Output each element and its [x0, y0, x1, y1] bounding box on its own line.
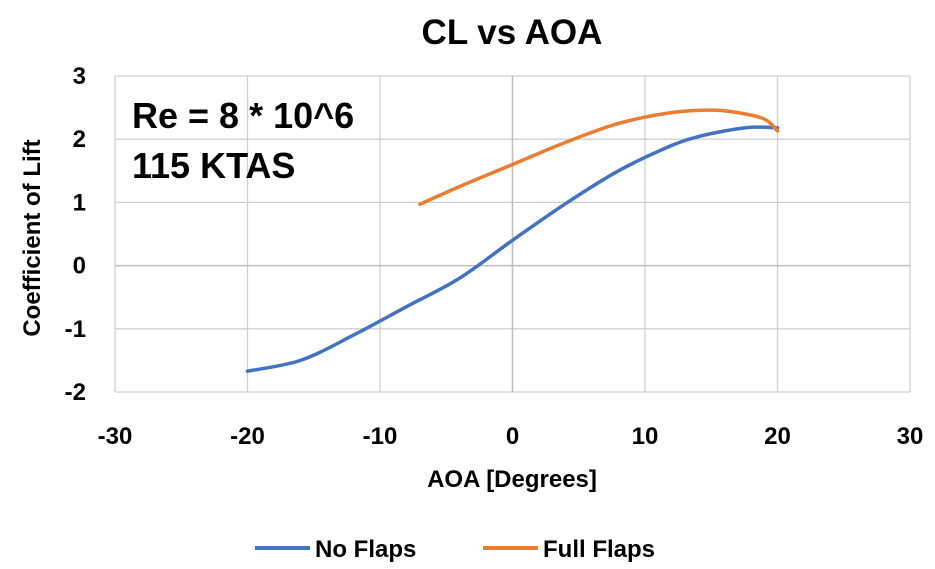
y-tick-label: 0	[73, 253, 86, 280]
x-tick-label: -20	[230, 423, 265, 450]
x-tick-label: -30	[98, 423, 133, 450]
x-tick-label: 30	[897, 423, 924, 450]
x-tick-label: 10	[632, 423, 659, 450]
legend-label-full-flaps: Full Flaps	[543, 536, 655, 563]
series-line-full-flaps	[418, 108, 780, 207]
x-axis-label: AOA [Degrees]	[427, 466, 597, 493]
y-axis-label: Coefficient of Lift	[19, 139, 46, 336]
y-tick-label: 3	[73, 63, 86, 90]
legend-label-no-flaps: No Flaps	[315, 536, 416, 563]
series-lines	[245, 108, 780, 373]
y-tick-label: 2	[73, 126, 86, 153]
y-tick-labels: -2 -1 0 1 2 3	[65, 63, 86, 406]
series-line-no-flaps	[245, 125, 780, 373]
y-tick-label: -2	[65, 379, 86, 406]
x-tick-label: -10	[363, 423, 398, 450]
x-tick-label: 0	[506, 423, 519, 450]
y-tick-label: -1	[65, 316, 86, 343]
y-tick-label: 1	[73, 189, 86, 216]
annotation-reynolds: Re = 8 * 10^6	[132, 95, 354, 136]
annotation-airspeed: 115 KTAS	[132, 145, 295, 186]
x-tick-labels: -30 -20 -10 0 10 20 30	[98, 423, 924, 450]
axes	[115, 76, 910, 392]
legend: No Flaps Full Flaps	[255, 536, 655, 563]
x-tick-label: 20	[764, 423, 791, 450]
chart-title: CL vs AOA	[422, 13, 603, 52]
